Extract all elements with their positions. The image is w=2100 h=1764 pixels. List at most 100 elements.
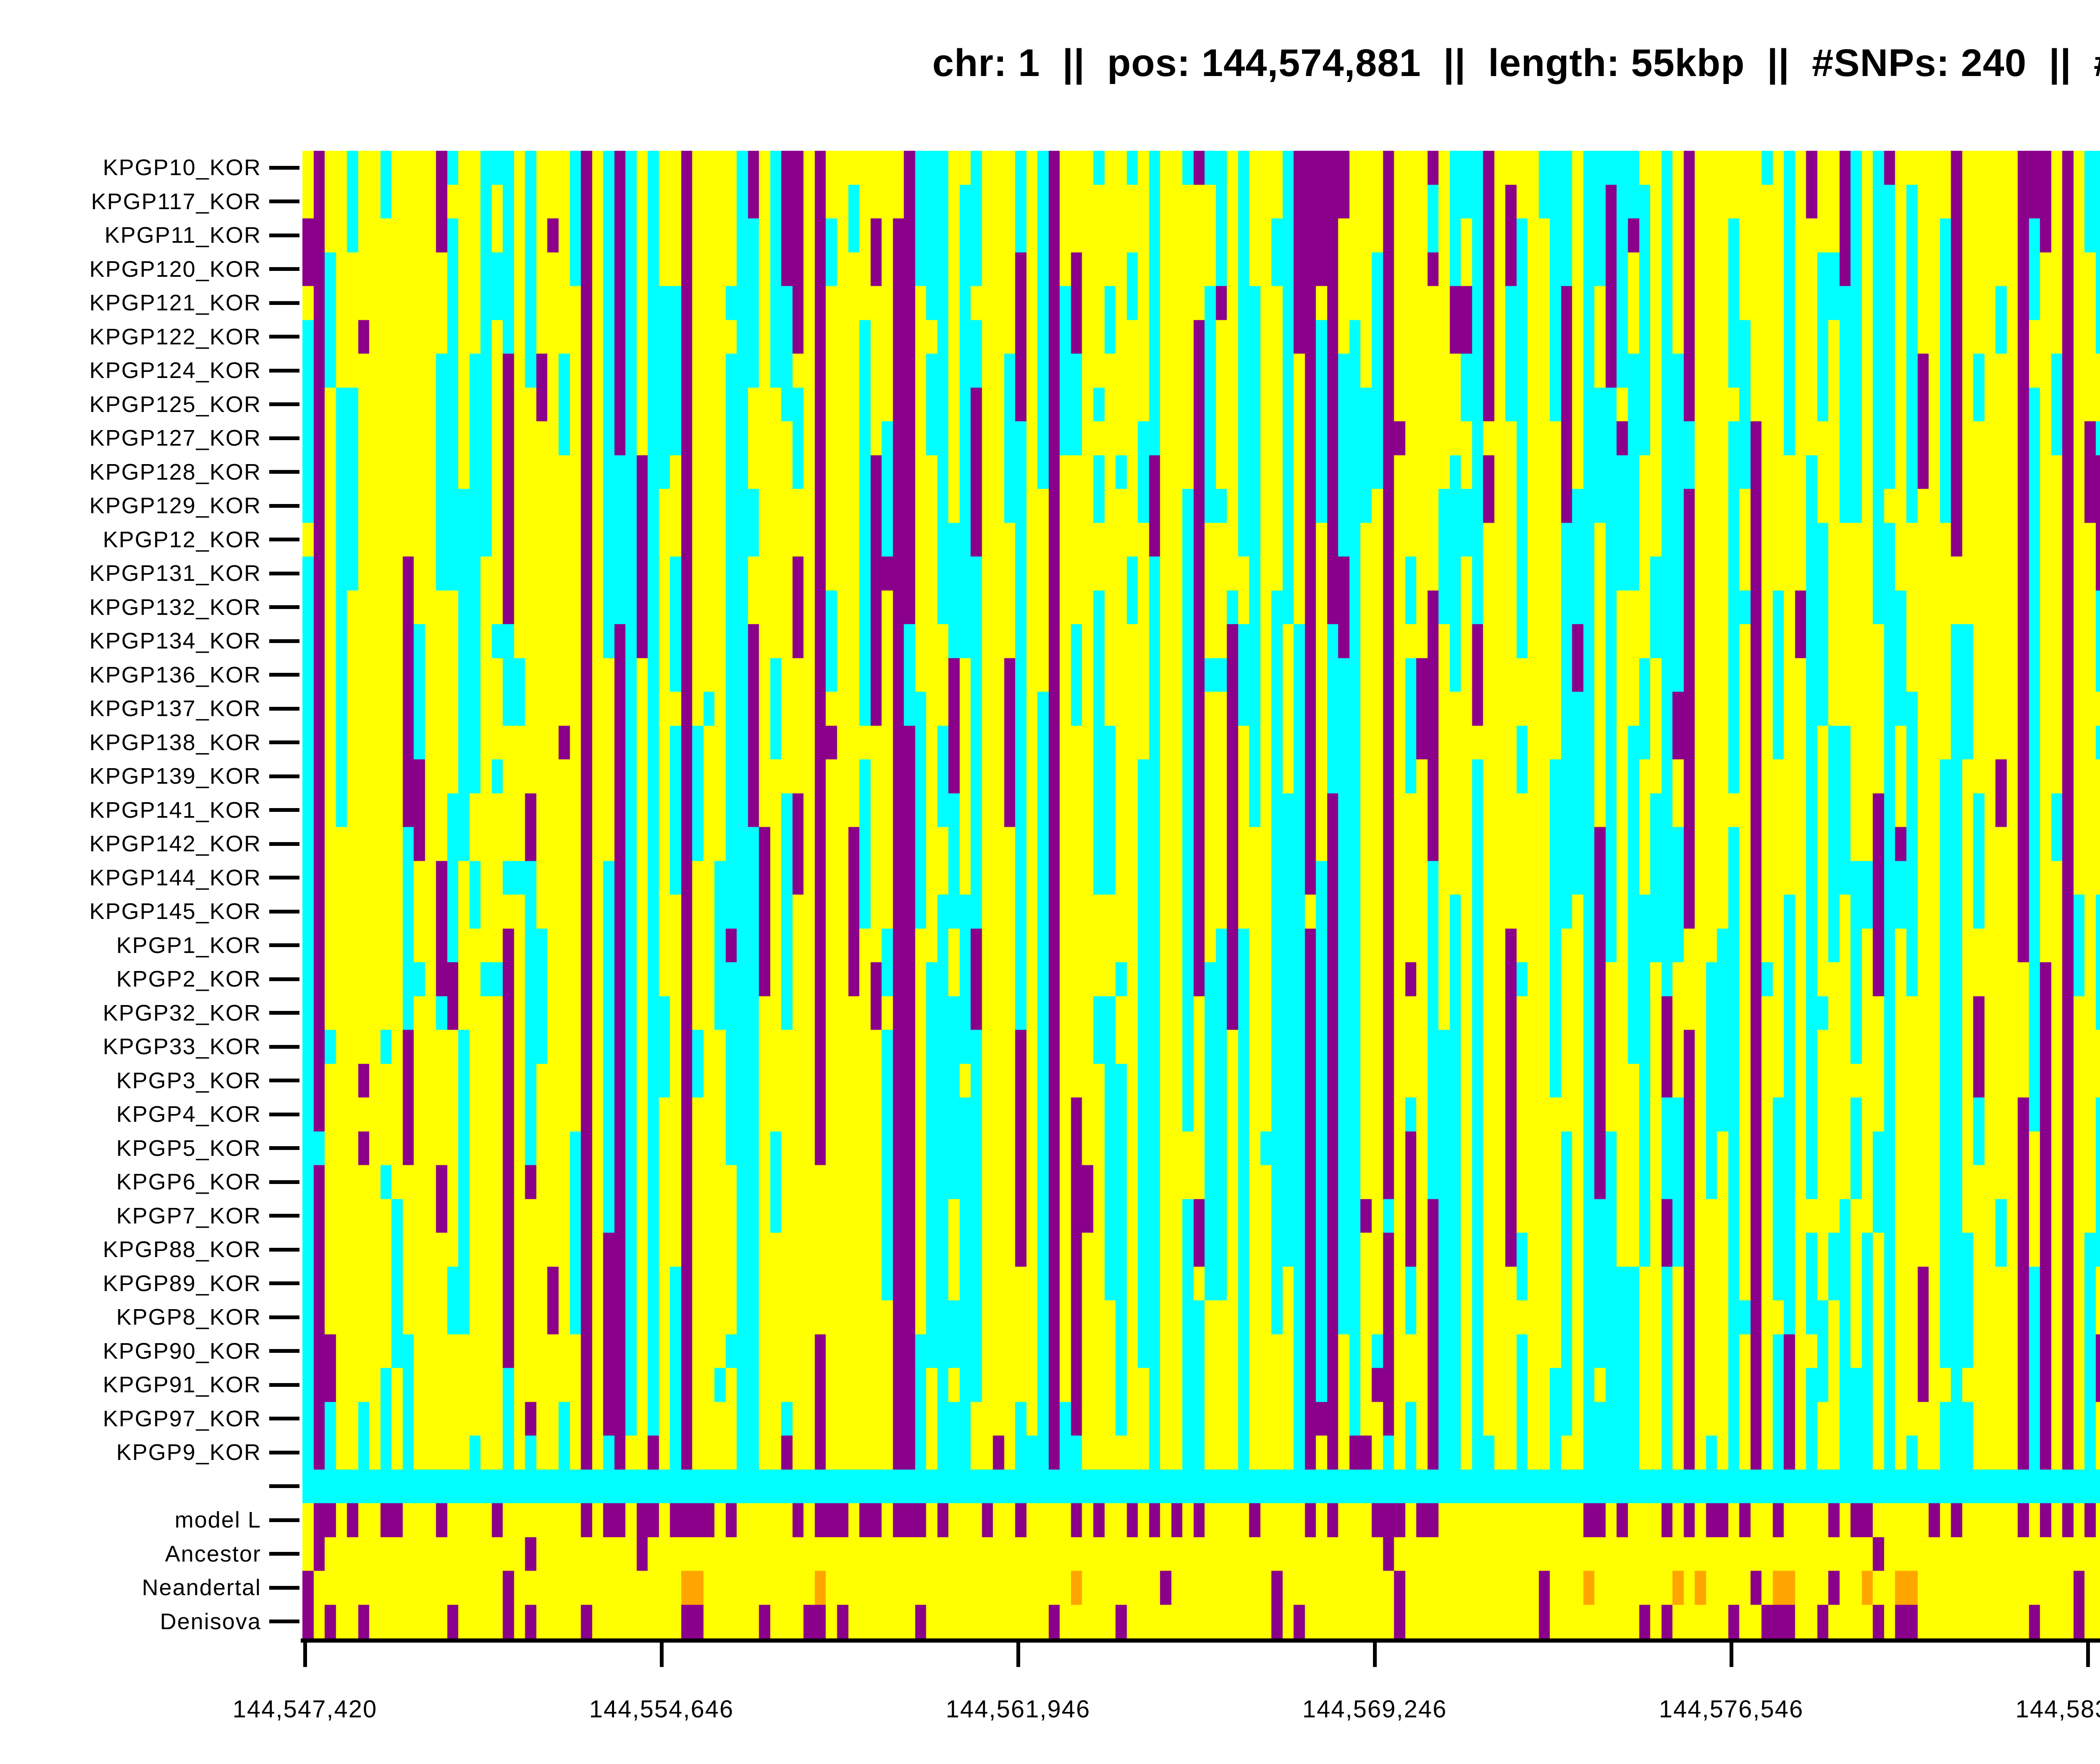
x-tick-mark — [659, 1643, 664, 1667]
y-tick-mark — [269, 605, 299, 609]
y-tick-mark — [269, 909, 299, 914]
x-tick-label: 144,583,846 — [2015, 1696, 2100, 1723]
y-tick-mark — [269, 1620, 299, 1624]
y-tick-mark — [269, 470, 299, 474]
row-label: KPGP3_KOR — [116, 1068, 261, 1093]
row-label: KPGP91_KOR — [102, 1372, 261, 1398]
row-label: KPGP129_KOR — [89, 493, 261, 519]
y-tick-mark — [269, 233, 299, 237]
y-tick-mark — [269, 1315, 299, 1319]
y-tick-mark — [269, 842, 299, 846]
row-label: KPGP117_KOR — [91, 189, 261, 214]
row-label: KPGP1_KOR — [116, 932, 261, 958]
plot-title: chr: 1 || pos: 144,574,881 || length: 55… — [932, 42, 2100, 84]
row-label: KPGP144_KOR — [89, 865, 261, 890]
y-tick-mark — [269, 1552, 299, 1556]
y-tick-mark — [269, 808, 299, 812]
row-label: KPGP97_KOR — [102, 1406, 261, 1431]
row-label: KPGP145_KOR — [89, 899, 261, 924]
row-label: KPGP2_KOR — [116, 966, 261, 992]
y-tick-mark — [269, 1383, 299, 1387]
row-label: Neandertal — [142, 1575, 261, 1601]
row-label: KPGP8_KOR — [116, 1305, 261, 1330]
row-label: KPGP89_KOR — [102, 1270, 261, 1296]
y-tick-mark — [269, 1484, 299, 1488]
y-tick-mark — [269, 402, 299, 407]
row-label: KPGP10_KOR — [102, 155, 261, 181]
row-label: KPGP7_KOR — [116, 1203, 261, 1228]
row-label: KPGP12_KOR — [102, 527, 261, 552]
y-tick-mark — [269, 740, 299, 745]
y-tick-mark — [269, 1586, 299, 1590]
row-label: KPGP128_KOR — [89, 459, 261, 485]
y-tick-mark — [269, 943, 299, 948]
y-tick-mark — [269, 1518, 299, 1522]
y-tick-mark — [269, 165, 299, 170]
x-tick-mark — [1373, 1643, 1377, 1667]
row-label: KPGP88_KOR — [102, 1237, 261, 1263]
row-label: KPGP122_KOR — [89, 324, 261, 349]
row-label: KPGP9_KOR — [116, 1440, 261, 1465]
x-tick-label: 144,547,420 — [232, 1696, 378, 1723]
row-label: KPGP33_KOR — [102, 1034, 261, 1060]
y-tick-mark — [269, 1281, 299, 1286]
y-tick-mark — [269, 571, 299, 575]
y-tick-mark — [269, 1011, 299, 1015]
row-label: KPGP11_KOR — [104, 223, 261, 248]
y-tick-mark — [269, 1079, 299, 1083]
y-tick-mark — [269, 200, 299, 204]
row-label: KPGP138_KOR — [89, 730, 261, 755]
y-tick-mark — [269, 1146, 299, 1150]
row-label: KPGP142_KOR — [89, 831, 261, 857]
y-tick-mark — [269, 301, 299, 305]
x-tick-label: 144,554,646 — [589, 1696, 734, 1723]
y-tick-mark — [269, 977, 299, 981]
y-tick-mark — [269, 1450, 299, 1454]
y-tick-mark — [269, 876, 299, 880]
y-tick-mark — [269, 774, 299, 778]
row-label: KPGP127_KOR — [89, 425, 261, 451]
row-label: KPGP141_KOR — [89, 797, 261, 823]
y-tick-mark — [269, 1349, 299, 1353]
y-tick-mark — [269, 706, 299, 711]
row-label: KPGP5_KOR — [116, 1135, 261, 1161]
row-label: Denisova — [160, 1609, 261, 1634]
row-label: KPGP4_KOR — [116, 1102, 261, 1127]
row-label: KPGP6_KOR — [116, 1169, 261, 1195]
row-label: KPGP125_KOR — [89, 391, 261, 417]
snp-haplotype-heatmap — [302, 151, 2100, 1638]
row-label: KPGP32_KOR — [102, 1000, 261, 1026]
row-label: KPGP134_KOR — [89, 628, 261, 654]
row-label: model L — [174, 1507, 261, 1533]
y-tick-mark — [269, 267, 299, 271]
y-tick-mark — [269, 1112, 299, 1116]
row-label: KPGP121_KOR — [89, 290, 261, 316]
y-tick-mark — [269, 1180, 299, 1184]
row-label — [0, 1469, 261, 1504]
x-tick-label: 144,569,246 — [1302, 1696, 1447, 1723]
y-tick-mark — [269, 504, 299, 508]
x-tick-label: 144,576,546 — [1659, 1696, 1804, 1723]
x-tick-mark — [1016, 1643, 1020, 1667]
y-tick-mark — [269, 1214, 299, 1218]
row-label: KPGP136_KOR — [89, 662, 261, 688]
y-tick-mark — [269, 368, 299, 373]
x-axis-line — [301, 1638, 2100, 1643]
y-tick-mark — [269, 639, 299, 643]
y-tick-mark — [269, 1417, 299, 1421]
row-label: KPGP132_KOR — [89, 594, 261, 620]
y-tick-mark — [269, 436, 299, 440]
x-tick-label: 144,561,946 — [945, 1696, 1091, 1723]
row-label: KPGP124_KOR — [89, 358, 261, 383]
row-label: Ancestor — [165, 1541, 261, 1567]
row-label: KPGP90_KOR — [102, 1338, 261, 1364]
row-label: KPGP139_KOR — [89, 764, 261, 789]
x-tick-mark — [303, 1643, 307, 1667]
row-label: KPGP131_KOR — [89, 561, 261, 586]
y-tick-mark — [269, 673, 299, 677]
x-tick-mark — [2086, 1643, 2090, 1667]
y-tick-mark — [269, 1247, 299, 1252]
y-tick-mark — [269, 1045, 299, 1049]
row-label: KPGP137_KOR — [89, 696, 261, 722]
